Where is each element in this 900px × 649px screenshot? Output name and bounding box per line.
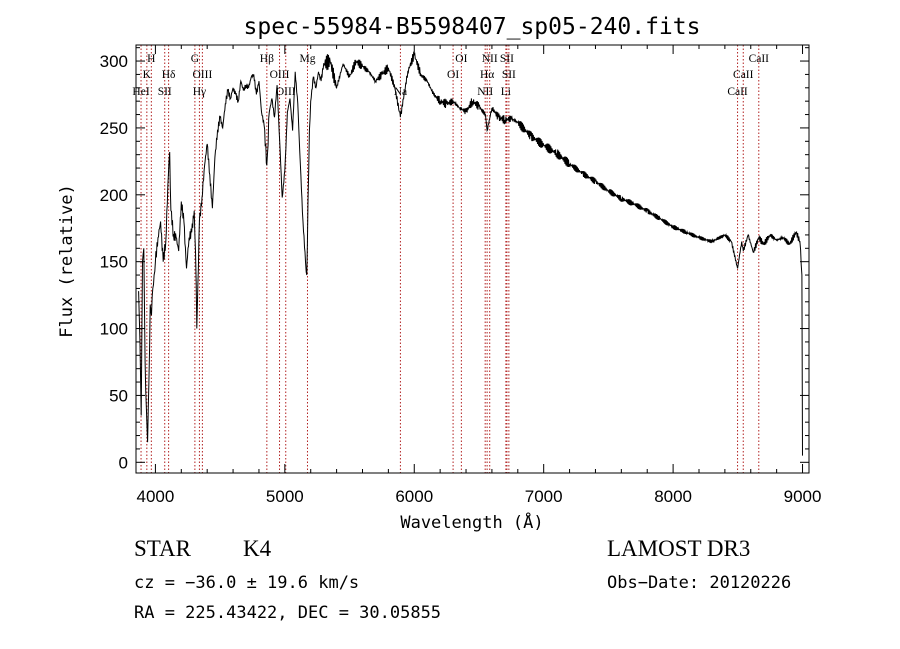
plot-frame	[135, 44, 810, 474]
survey-name: LAMOST DR3	[607, 536, 751, 561]
y-tick-label: 300	[100, 52, 128, 71]
x-tick-label: 9000	[784, 487, 822, 506]
axis-ticks: 4000 5000 6000 7000 8000 9000 0 50 100 150 200 250 3…	[100, 45, 822, 506]
line-marker-label: Hα	[480, 69, 494, 81]
line-marker-label: SII	[158, 86, 172, 98]
line-marker-label: OIII	[270, 69, 290, 81]
x-axis-label: Wavelength (Å)	[400, 511, 543, 533]
spectral-subclass: K4	[243, 536, 272, 561]
spectrum-series-flux	[138, 51, 803, 456]
x-tick-label: 5000	[266, 487, 304, 506]
line-marker-label: Hβ	[260, 53, 274, 65]
line-marker-label: NII	[477, 86, 493, 98]
line-marker-label: G	[191, 53, 199, 65]
x-tick-label: 7000	[525, 487, 563, 506]
line-marker-label: HeI	[132, 86, 149, 98]
x-tick-label: 6000	[395, 487, 433, 506]
line-marker-label: OI	[455, 53, 467, 65]
y-tick-label: 150	[100, 253, 128, 272]
observation-date: Obs−Date: 20120226	[607, 573, 792, 593]
chart-title: spec-55984-B5598407_sp05-240.fits	[244, 14, 701, 40]
series-layer	[138, 51, 803, 456]
line-marker-label: OI	[447, 69, 459, 81]
y-tick-label: 200	[100, 186, 128, 205]
line-marker-label: K	[143, 69, 152, 81]
line-marker-label: OIII	[276, 86, 296, 98]
line-marker-label: CaII	[749, 53, 770, 65]
line-marker-label: NII	[482, 53, 498, 65]
line-marker-label: Mg	[299, 53, 315, 65]
line-marker-label: Li	[501, 86, 511, 98]
line-marker-label: H	[147, 53, 155, 65]
y-tick-label: 0	[119, 453, 128, 472]
line-marker-label: OIII	[192, 69, 212, 81]
coordinates: RA = 225.43422, DEC = 30.05855	[134, 603, 442, 623]
x-tick-label: 8000	[654, 487, 692, 506]
x-tick-label: 4000	[136, 487, 174, 506]
object-class: STAR	[134, 536, 191, 561]
line-marker-label: Hδ	[162, 69, 176, 81]
line-marker-label: CaII	[727, 86, 748, 98]
line-marker-label: CaII	[733, 69, 754, 81]
y-tick-label: 250	[100, 119, 128, 138]
redshift-info: cz = −36.0 ± 19.6 km/s	[134, 573, 360, 593]
y-tick-label: 100	[100, 320, 128, 339]
y-axis-label: Flux (relative)	[57, 184, 77, 338]
line-marker-label: Hγ	[193, 86, 206, 98]
line-marker-label: SII	[502, 69, 516, 81]
line-marker-label: SII	[500, 53, 514, 65]
line-marker-layer	[140, 45, 760, 473]
y-tick-label: 50	[109, 386, 128, 405]
